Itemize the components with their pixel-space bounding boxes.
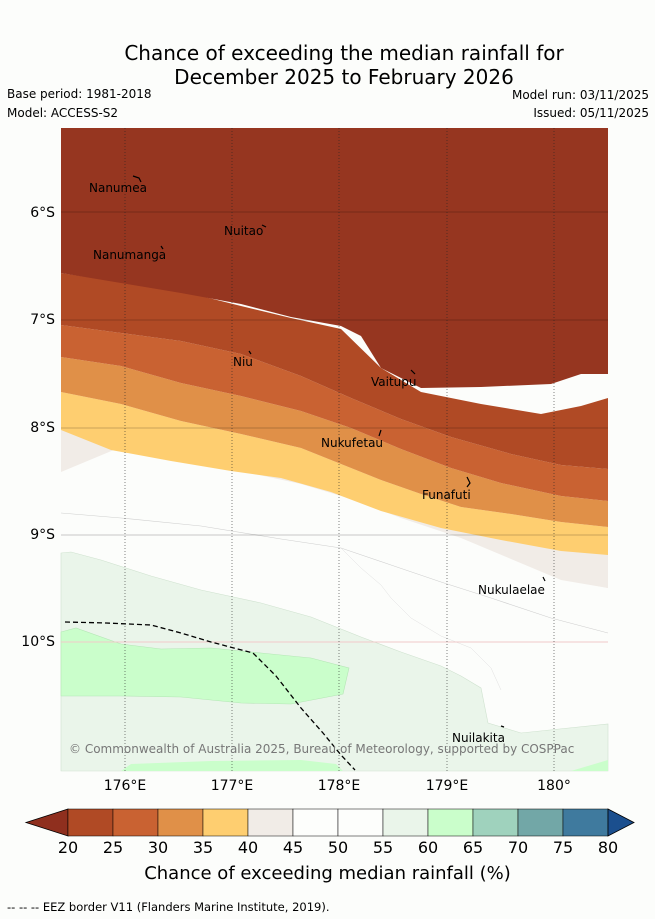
colorbar-segment [382,808,429,837]
lat-label-6s: 6°S [30,205,55,221]
colorbar-tick-label: 40 [237,838,259,857]
copyright-notice: © Commonwealth of Australia 2025, Bureau… [69,742,575,756]
contour-25-30 [61,273,608,469]
model-run: Model run: 03/11/2025 [511,88,649,102]
colorbar-label: Chance of exceeding median rainfall (%) [144,863,511,884]
rainfall-probability-map [60,128,609,772]
place-nuilakita: Nuilakita [452,731,505,745]
colorbar-tick-label: 25 [102,838,124,857]
issued-date: Issued: 05/11/2025 [533,106,649,120]
place-funafuti: Funafuti [422,488,471,502]
colorbar-segment [562,808,609,837]
colorbar-segment [472,808,519,837]
chart-title-line-2: December 2025 to February 2026 [174,65,514,89]
colorbar-tick-label: 70 [507,838,529,857]
colorbar-segment [292,808,339,837]
lat-label-10s: 10°S [21,634,55,650]
contour-40-45 [61,392,608,555]
colorbar-tick-label: 35 [192,838,214,857]
model-name: Model: ACCESS-S2 [7,106,119,120]
colorbar-segment [157,808,204,837]
colorbar-tick-label: 50 [327,838,349,857]
lat-label-8s: 8°S [30,420,55,436]
place-niu: Niu [233,355,253,369]
colorbar-tick-label: 80 [597,838,619,857]
contour-30-35 [61,325,608,501]
colorbar-tick-label: 65 [462,838,484,857]
colorbar-tick-label: 45 [282,838,304,857]
contour-60-65-southeast [571,760,608,771]
chart-title-line-1: Chance of exceeding the median rainfall … [124,41,564,65]
contour-35-40 [61,357,608,527]
lat-label-9s: 9°S [30,527,55,543]
colorbar [24,808,635,837]
colorbar-tick-label: 75 [552,838,574,857]
colorbar-extend-high [607,808,635,837]
lon-label-179e: 179°E [425,778,469,794]
place-nukulaelae: Nukulaelae [478,583,545,597]
colorbar-segment [247,808,294,837]
colorbar-segment [67,808,114,837]
lat-label-7s: 7°S [30,312,55,328]
colorbar-segment [202,808,249,837]
lon-label-178e: 178°E [317,778,361,794]
place-vaitupu: Vaitupu [371,375,417,389]
lon-label-176e: 176°E [103,778,147,794]
place-nuitao: Nuitao [224,224,264,238]
contour-55-60 [60,551,609,772]
place-nukufetau: Nukufetau [321,436,384,450]
eez-border [64,621,356,771]
colorbar-tick-label: 60 [417,838,439,857]
colorbar-tick-label: 20 [57,838,79,857]
lon-label-180: 180° [537,778,571,794]
colorbar-extend-low [24,808,69,837]
eez-legend: -- -- -- EEZ border V11 (Flanders Marine… [7,900,330,914]
contour-60-65-south [121,760,343,771]
colorbar-segment [427,808,474,837]
colorbar-tick-label: 30 [147,838,169,857]
colorbar-tick-label: 55 [372,838,394,857]
lon-label-177e: 177°E [210,778,254,794]
base-period: Base period: 1981-2018 [7,87,152,101]
place-nanumea: Nanumea [89,181,147,195]
contour-20-25 [61,128,608,388]
contour-60-65 [60,627,350,705]
colorbar-segment [112,808,159,837]
colorbar-segment [337,808,384,837]
place-nanumanga: Nanumanga [93,248,167,262]
colorbar-segment [517,808,564,837]
